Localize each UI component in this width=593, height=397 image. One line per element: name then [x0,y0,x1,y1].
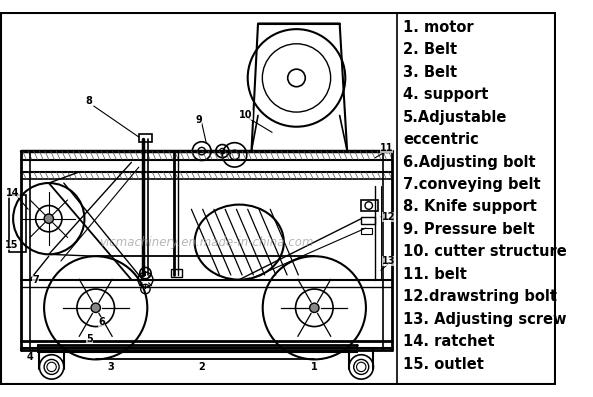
Bar [361,200,378,211]
Bar [361,228,372,234]
Text: 7.conveying belt: 7.conveying belt [403,177,541,192]
Bar [9,195,26,252]
Text: 2: 2 [198,362,205,372]
Text: 9: 9 [196,115,202,125]
Text: 12.drawstring bolt: 12.drawstring bolt [403,289,557,304]
Text: 4. support: 4. support [403,87,489,102]
Text: eccentric: eccentric [403,132,479,147]
Text: 7: 7 [32,275,39,285]
Text: 8. Knife support: 8. Knife support [403,199,537,214]
Text: 4: 4 [27,352,33,362]
Text: 5: 5 [86,334,93,344]
Text: 8: 8 [86,96,93,106]
Text: 11: 11 [380,143,393,153]
Text: 2. Belt: 2. Belt [403,42,457,57]
Text: 15. outlet: 15. outlet [403,357,484,372]
Text: 13. Adjusting screw: 13. Adjusting screw [403,312,567,327]
Text: 14: 14 [7,188,20,198]
Text: 5.Adjustable: 5.Adjustable [403,110,508,125]
Bar [361,217,375,224]
Bar [139,134,152,142]
Circle shape [310,303,319,312]
Text: 6.Adjusting bolt: 6.Adjusting bolt [403,154,536,170]
Bar [171,269,182,277]
Text: 10. cutter structure: 10. cutter structure [403,245,567,259]
Text: 13: 13 [382,256,395,266]
Circle shape [91,303,100,312]
Text: 3. Belt: 3. Belt [403,65,457,80]
Text: 12: 12 [382,212,395,222]
Text: 1: 1 [311,362,318,372]
Text: vicmachinery.en.made-in-china.com: vicmachinery.en.made-in-china.com [99,236,314,249]
Text: 10: 10 [239,110,253,120]
Text: 1. motor: 1. motor [403,20,474,35]
Text: 15: 15 [5,240,18,250]
Text: 9. Pressure belt: 9. Pressure belt [403,222,535,237]
Circle shape [44,214,53,224]
Text: 14. ratchet: 14. ratchet [403,334,495,349]
Text: 3: 3 [107,362,114,372]
Text: 11. belt: 11. belt [403,267,467,282]
Text: 6: 6 [98,317,105,327]
